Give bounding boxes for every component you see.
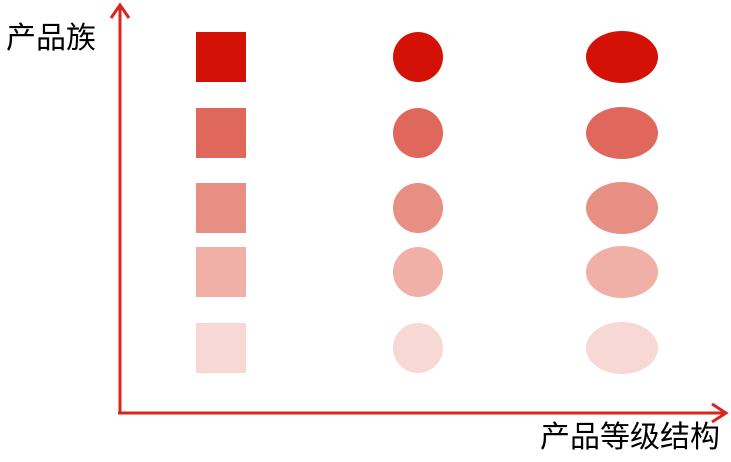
ellipse-shape-row-5 (586, 322, 658, 374)
circle-shape-row-5 (393, 323, 443, 373)
circle-shape-row-4 (393, 247, 443, 297)
square-shape-row-3 (196, 183, 246, 233)
square-shape-row-2 (196, 108, 246, 158)
circle-shape-row-2 (393, 108, 443, 158)
square-shape-row-4 (196, 247, 246, 297)
ellipse-shape-row-1 (586, 31, 658, 83)
circle-shape-row-1 (393, 32, 443, 82)
x-axis-label: 产品等级结构 (540, 420, 720, 455)
ellipse-shape-row-2 (586, 107, 658, 159)
x-axis-arrowhead (711, 402, 729, 424)
y-axis-label: 产品族 (6, 21, 96, 56)
shapes-layer (196, 31, 658, 374)
ellipse-shape-row-4 (586, 246, 658, 298)
ellipse-shape-row-3 (586, 182, 658, 234)
square-shape-row-5 (196, 323, 246, 373)
circle-shape-row-3 (393, 183, 443, 233)
square-shape-row-1 (196, 32, 246, 82)
y-axis-arrowhead (109, 2, 131, 19)
